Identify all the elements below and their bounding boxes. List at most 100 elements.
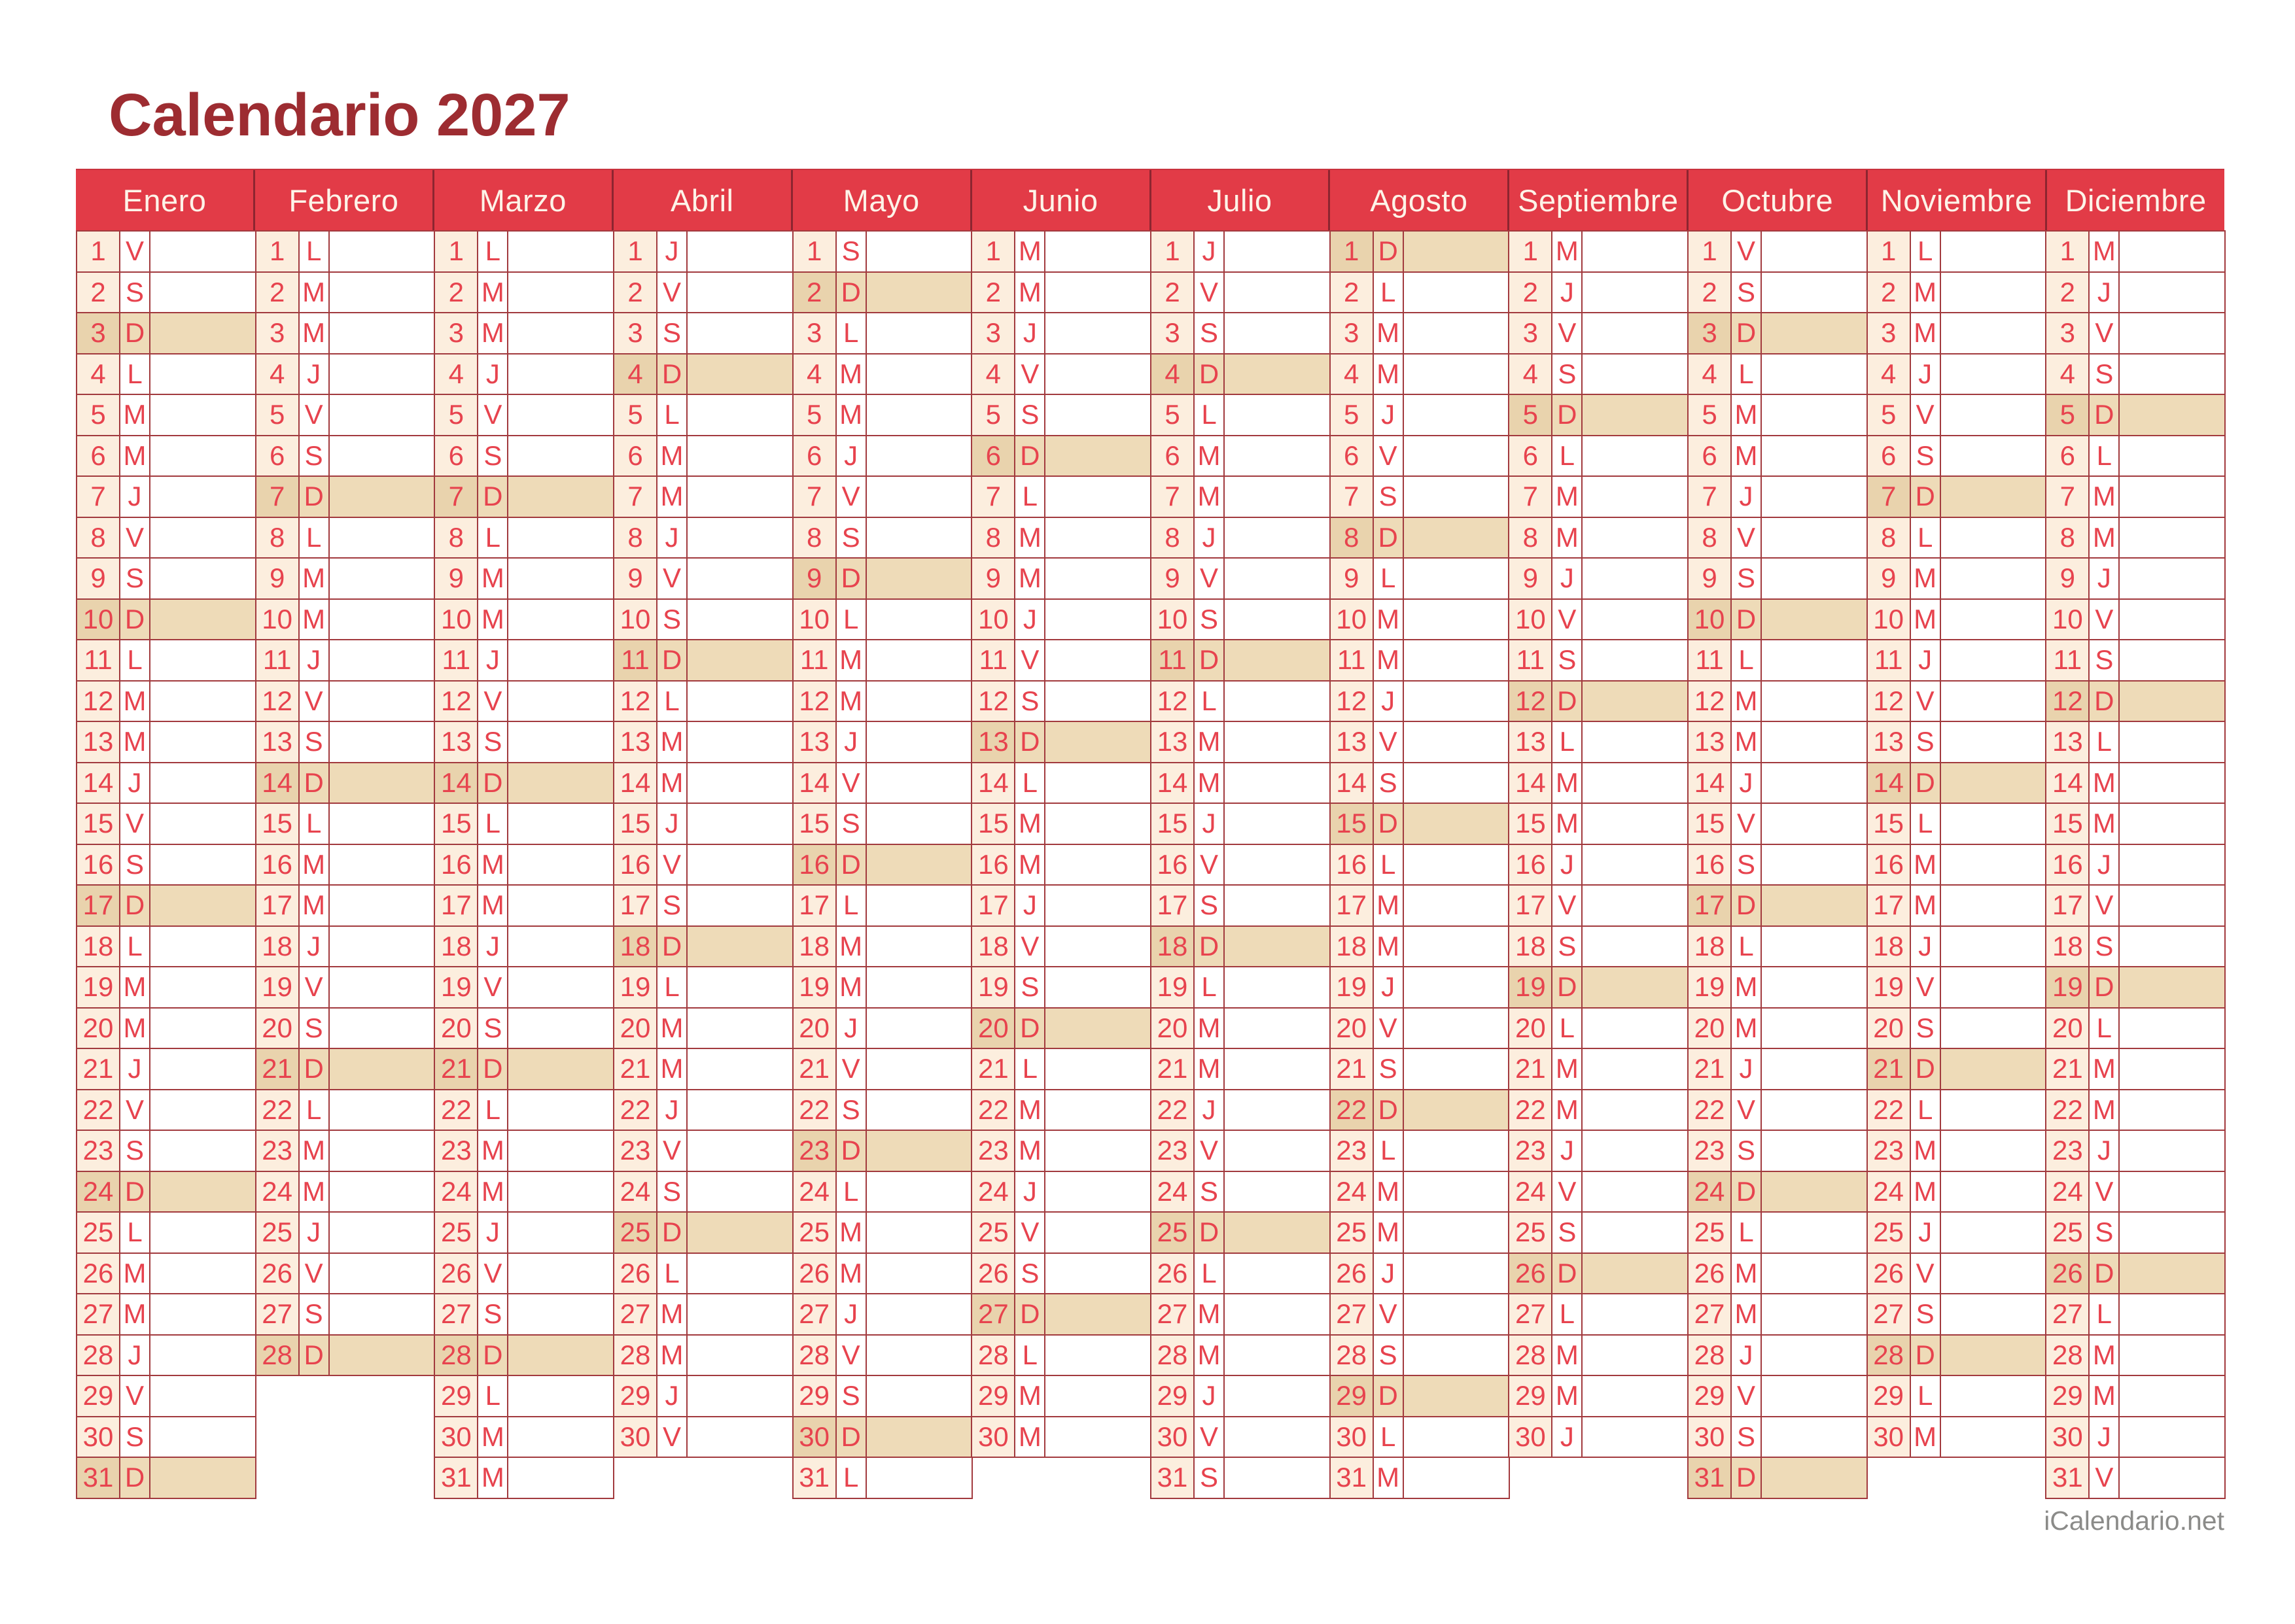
day-number-cell: 6 <box>1509 436 1553 475</box>
day-number-cell: 6 <box>435 436 479 475</box>
day-row: 26 S <box>972 1253 1151 1294</box>
day-note-cell <box>1045 967 1150 1007</box>
day-number-cell: 25 <box>1151 1213 1195 1253</box>
day-row: 18 S <box>1509 926 1688 967</box>
day-letter-cell: M <box>1195 763 1225 803</box>
day-row: 15 J <box>1151 804 1330 845</box>
day-number-cell: 21 <box>256 1049 300 1089</box>
day-letter-cell: D <box>1732 313 1762 353</box>
day-note-cell <box>1583 927 1687 967</box>
day-note-cell <box>1583 886 1687 925</box>
day-letter-cell: L <box>2090 1294 2120 1334</box>
day-note-cell <box>508 1131 613 1171</box>
day-note-cell <box>330 1213 434 1253</box>
day-letter-cell: V <box>300 1253 330 1293</box>
day-letter-cell: L <box>1374 272 1404 312</box>
day-number-cell: 1 <box>435 232 479 271</box>
day-number-cell: 31 <box>77 1458 120 1498</box>
day-note-cell <box>1941 1254 2046 1294</box>
day-number-cell: 28 <box>793 1335 837 1375</box>
day-note-cell <box>1762 395 1866 435</box>
day-number-cell: 10 <box>435 599 479 639</box>
day-row: 16 V <box>614 844 793 886</box>
day-note-cell <box>867 763 972 803</box>
day-note-cell <box>508 1458 613 1498</box>
day-number-cell: 25 <box>256 1213 300 1253</box>
day-note-cell <box>1045 640 1150 680</box>
day-row: 22 M <box>1509 1090 1688 1131</box>
day-row: 19 L <box>1151 967 1330 1009</box>
day-letter-cell: S <box>1195 886 1225 925</box>
day-row: 26 V <box>1867 1253 2046 1294</box>
day-note-cell <box>1225 436 1329 476</box>
day-row: 22 V <box>1689 1090 1867 1131</box>
day-note-cell <box>1404 967 1509 1007</box>
day-row: 19 J <box>1330 967 1509 1009</box>
day-number-cell: 18 <box>2046 926 2090 966</box>
day-letter-cell: M <box>1732 1294 1762 1334</box>
day-letter-cell: J <box>1195 517 1225 557</box>
day-note-cell <box>1583 273 1687 313</box>
day-letter-cell: S <box>2090 640 2120 680</box>
day-row: 12 V <box>1867 681 2046 722</box>
day-row: 12 J <box>1330 681 1509 722</box>
day-letter-cell: L <box>1552 722 1583 762</box>
day-letter-cell: S <box>1195 1458 1225 1498</box>
day-number-cell: 14 <box>256 763 300 803</box>
day-number-cell: 9 <box>614 559 657 598</box>
day-note-cell <box>1045 1131 1150 1171</box>
day-row: 16 J <box>1509 844 1688 886</box>
day-number-cell: 3 <box>435 313 479 353</box>
day-letter-cell: M <box>2090 763 2120 803</box>
day-row: 14 V <box>793 763 972 804</box>
day-number-cell: 8 <box>256 517 300 557</box>
day-number-cell: 24 <box>1330 1171 1374 1211</box>
day-number-cell: 21 <box>1689 1049 1732 1089</box>
day-letter-cell: V <box>1552 313 1583 353</box>
day-letter-cell: S <box>2090 1213 2120 1253</box>
day-number-cell: 28 <box>972 1335 1016 1375</box>
day-number-cell: 17 <box>1151 886 1195 925</box>
day-note-cell <box>1404 886 1509 925</box>
day-number-cell: 27 <box>793 1294 837 1334</box>
month-header-noviembre: Noviembre <box>1866 170 2045 230</box>
day-letter-cell: V <box>300 395 330 435</box>
day-note-cell <box>1045 477 1150 517</box>
day-note-cell <box>330 600 434 640</box>
day-number-cell: 18 <box>614 926 657 966</box>
day-row: 21 J <box>1689 1049 1867 1090</box>
day-letter-cell: L <box>478 232 509 271</box>
day-number-cell: 27 <box>1330 1294 1374 1334</box>
day-row: 17 M <box>435 886 614 927</box>
day-number-cell: 7 <box>793 477 837 517</box>
day-row: 21 D <box>435 1049 614 1090</box>
day-note-cell <box>688 1254 792 1294</box>
day-letter-cell: M <box>1732 395 1762 435</box>
day-note-cell <box>1941 886 2046 925</box>
day-note-cell <box>1225 1172 1329 1212</box>
day-letter-cell: M <box>1911 599 1941 639</box>
day-letter-cell: V <box>1911 967 1941 1007</box>
day-row: 26 M <box>793 1253 972 1294</box>
day-letter-cell: L <box>2090 722 2120 762</box>
day-note-cell <box>1762 518 1866 558</box>
day-number-cell: 11 <box>435 640 479 680</box>
day-number-cell: 14 <box>435 763 479 803</box>
day-note-cell <box>2120 1172 2224 1212</box>
day-letter-cell: D <box>1552 967 1583 1007</box>
day-letter-cell: V <box>1195 1417 1225 1457</box>
day-row: 11 J <box>1867 640 2046 682</box>
day-number-cell: 21 <box>972 1049 1016 1089</box>
day-letter-cell: V <box>120 1090 150 1130</box>
day-row: 25 V <box>972 1213 1151 1254</box>
day-number-cell: 1 <box>1689 232 1732 271</box>
day-row: 29 M <box>2046 1376 2225 1417</box>
day-letter-cell: M <box>478 559 509 598</box>
day-number-cell: 26 <box>1867 1253 1911 1293</box>
